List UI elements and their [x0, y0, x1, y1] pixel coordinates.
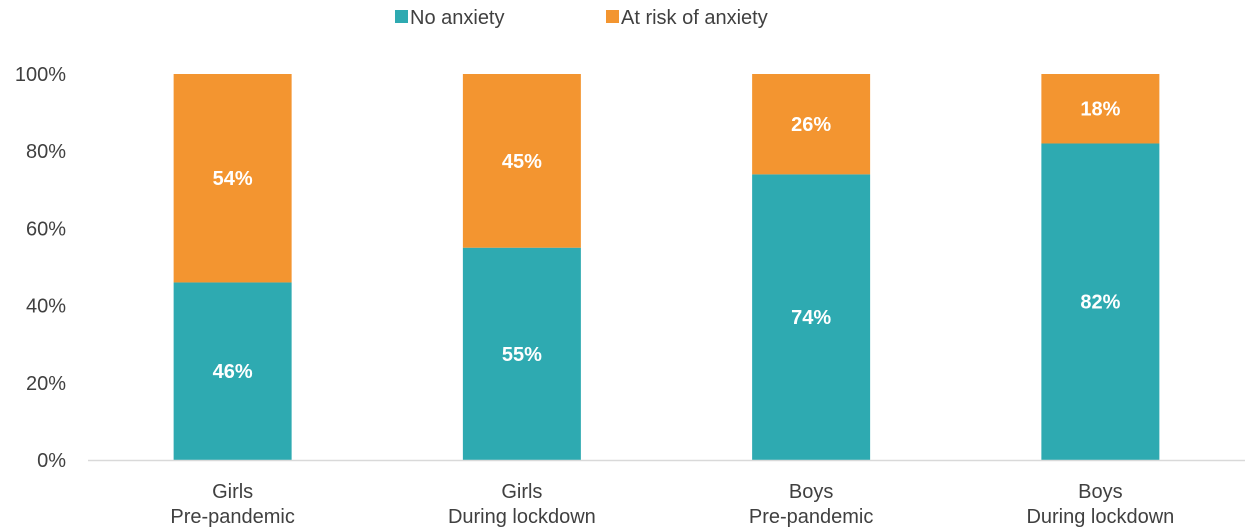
data-label: 18% [1080, 99, 1120, 121]
bar-segment [752, 74, 871, 175]
x-tick-label: Boys [789, 481, 833, 503]
bar-segment [462, 247, 581, 460]
bars: 46% 54% 55% 45% 74% 26% 82% 18% [173, 74, 1160, 461]
data-label: 74% [791, 307, 831, 329]
data-label: 26% [791, 114, 831, 136]
data-label: 46% [213, 361, 253, 383]
x-tick-label: During lockdown [448, 506, 596, 528]
x-tick-label: During lockdown [1026, 506, 1174, 528]
x-tick-label: Pre-pandemic [749, 506, 874, 528]
bar-segment [173, 74, 292, 283]
legend-swatch-0 [395, 10, 408, 23]
data-label: 82% [1080, 292, 1120, 314]
bar-segment [1041, 143, 1160, 461]
legend-label-0: No anxiety [410, 7, 505, 29]
x-tick-label: Boys [1078, 481, 1122, 503]
y-tick-label: 20% [26, 373, 66, 395]
x-tick-label: Girls [212, 481, 253, 503]
legend-swatch-1 [606, 10, 619, 23]
y-tick-label: 60% [26, 218, 66, 240]
bar-segment [462, 74, 581, 248]
legend-label-1: At risk of anxiety [621, 7, 768, 29]
y-tick-label: 100% [15, 64, 66, 86]
y-axis: 0% 20% 40% 60% 80% 100% [15, 64, 66, 472]
bar-segment [173, 282, 292, 460]
bar-segment [1041, 74, 1160, 144]
x-axis: Girls Pre-pandemic Girls During lockdown Boy… [88, 459, 1245, 528]
y-tick-label: 80% [26, 141, 66, 163]
y-tick-label: 0% [37, 450, 66, 472]
x-tick-label: Pre-pandemic [170, 506, 295, 528]
data-label: 54% [213, 168, 253, 190]
data-label: 45% [502, 151, 542, 173]
data-label: 55% [502, 344, 542, 366]
legend: No anxiety At risk of anxiety [395, 7, 768, 29]
x-tick-label: Girls [501, 481, 542, 503]
y-tick-label: 40% [26, 296, 66, 318]
bar-segment [752, 174, 871, 461]
